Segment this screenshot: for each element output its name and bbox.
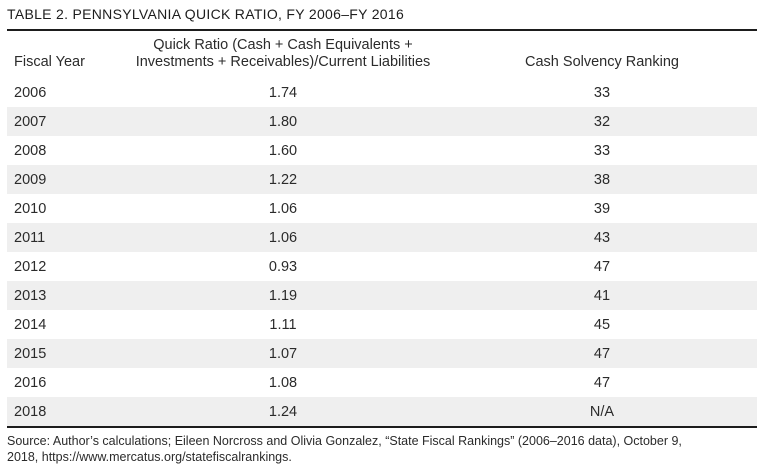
col-header-quick-ratio: Quick Ratio (Cash + Cash Equivalents + I… xyxy=(119,31,447,78)
source-note-line2: 2018, https://www.mercatus.org/statefisc… xyxy=(7,450,292,464)
quick-ratio-cell: 1.07 xyxy=(268,345,298,362)
quick-ratio-cell: 1.24 xyxy=(268,403,298,420)
cash-solvency-ranking-cell: 33 xyxy=(593,84,611,101)
table-row: 2016 1.08 47 xyxy=(7,368,757,397)
quick-ratio-cell: 1.06 xyxy=(268,200,298,217)
cash-solvency-ranking-cell: 41 xyxy=(593,287,611,304)
table-row: 2015 1.07 47 xyxy=(7,339,757,368)
quick-ratio-cell: 1.08 xyxy=(268,374,298,391)
source-note: Source: Author’s calculations; Eileen No… xyxy=(7,428,762,465)
fiscal-year-cell: 2012 xyxy=(14,258,47,275)
table-row: 2013 1.19 41 xyxy=(7,281,757,310)
col-header-cash-solvency-ranking: Cash Solvency Ranking xyxy=(525,54,679,70)
table-row: 2008 1.60 33 xyxy=(7,136,757,165)
fiscal-year-cell: 2009 xyxy=(14,171,47,188)
page-title: TABLE 2. PENNSYLVANIA QUICK RATIO, FY 20… xyxy=(7,0,757,31)
fiscal-year-cell: 2016 xyxy=(14,374,47,391)
cash-solvency-ranking-cell: 33 xyxy=(593,142,611,159)
quick-ratio-cell: 1.80 xyxy=(268,113,298,130)
cash-solvency-ranking-cell: 47 xyxy=(593,345,611,362)
table-row: 2012 0.93 47 xyxy=(7,252,757,281)
cash-solvency-ranking-cell: 39 xyxy=(593,200,611,217)
table-header: Fiscal Year Quick Ratio (Cash + Cash Equ… xyxy=(7,31,757,78)
fiscal-year-cell: 2007 xyxy=(14,113,47,130)
quick-ratio-table: Fiscal Year Quick Ratio (Cash + Cash Equ… xyxy=(7,31,757,426)
fiscal-year-cell: 2006 xyxy=(14,84,47,101)
table-row: 2018 1.24 N/A xyxy=(7,397,757,426)
fiscal-year-cell: 2008 xyxy=(14,142,47,159)
quick-ratio-cell: 0.93 xyxy=(268,258,298,275)
cash-solvency-ranking-cell: 32 xyxy=(593,113,611,130)
cash-solvency-ranking-cell: 47 xyxy=(593,374,611,391)
table-bottom-rule xyxy=(7,426,757,428)
col-header-fiscal-year: Fiscal Year xyxy=(14,54,85,70)
header-row: Fiscal Year Quick Ratio (Cash + Cash Equ… xyxy=(7,31,757,78)
table-row: 2009 1.22 38 xyxy=(7,165,757,194)
quick-ratio-cell: 1.22 xyxy=(268,171,298,188)
fiscal-year-cell: 2018 xyxy=(14,403,47,420)
cash-solvency-ranking-cell: 38 xyxy=(593,171,611,188)
fiscal-year-cell: 2011 xyxy=(14,229,46,246)
quick-ratio-header-line2: Investments + Receivables)/Current Liabi… xyxy=(135,54,431,70)
cash-solvency-ranking-cell: 47 xyxy=(593,258,611,275)
quick-ratio-header-line1: Quick Ratio (Cash + Cash Equivalents + xyxy=(153,37,413,53)
table-row: 2006 1.74 33 xyxy=(7,78,757,107)
fiscal-year-cell: 2013 xyxy=(14,287,47,304)
table-body: 2006 1.74 33 2007 1.80 32 2008 1.60 33 2009 1.22 38… xyxy=(7,78,757,426)
fiscal-year-cell: 2015 xyxy=(14,345,47,362)
quick-ratio-cell: 1.19 xyxy=(268,287,298,304)
cash-solvency-ranking-cell: 45 xyxy=(593,316,611,333)
table-page: TABLE 2. PENNSYLVANIA QUICK RATIO, FY 20… xyxy=(7,0,757,464)
quick-ratio-cell: 1.11 xyxy=(269,316,297,333)
table-row: 2014 1.11 45 xyxy=(7,310,757,339)
quick-ratio-cell: 1.60 xyxy=(268,142,298,159)
table-row: 2011 1.06 43 xyxy=(7,223,757,252)
fiscal-year-cell: 2010 xyxy=(14,200,47,217)
source-note-line1: Source: Author’s calculations; Eileen No… xyxy=(7,434,682,448)
table-row: 2010 1.06 39 xyxy=(7,194,757,223)
cash-solvency-ranking-cell: N/A xyxy=(589,403,615,420)
quick-ratio-cell: 1.74 xyxy=(268,84,298,101)
quick-ratio-cell: 1.06 xyxy=(268,229,298,246)
table-row: 2007 1.80 32 xyxy=(7,107,757,136)
fiscal-year-cell: 2014 xyxy=(14,316,47,333)
cash-solvency-ranking-cell: 43 xyxy=(593,229,611,246)
